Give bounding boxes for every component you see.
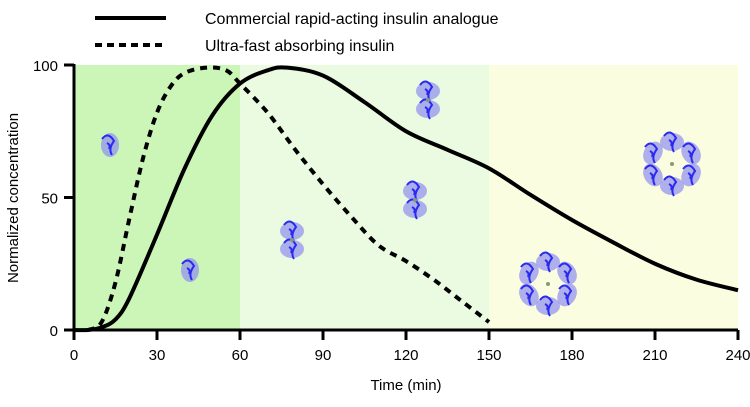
hexamer-icon-chain	[663, 175, 678, 197]
hexamer-icon	[519, 251, 577, 317]
hexamer-icon-zinc-icon	[670, 162, 674, 166]
axes: 0 30 60 90 120 150 180 210 240 0 50 100	[33, 58, 750, 364]
region-1	[240, 65, 489, 330]
dimer-icon	[280, 220, 304, 260]
x-tick-label: 0	[70, 347, 78, 364]
insulin-illustrations	[101, 80, 701, 317]
x-axis-label: Time (min)	[370, 377, 441, 394]
hexamer-icon-zinc-icon	[546, 282, 550, 286]
series-line-0	[73, 65, 739, 333]
dimer-icon	[416, 80, 440, 120]
legend: Commercial rapid-acting insulin analogue…	[95, 11, 499, 55]
x-tick-label: 240	[725, 347, 750, 364]
y-tick-label: 0	[50, 323, 58, 340]
x-tick-label: 30	[149, 347, 166, 364]
monomer-icon	[101, 133, 119, 157]
hexamer-icon-chain	[558, 262, 573, 284]
x-tick-label: 60	[232, 347, 249, 364]
monomer-icon	[181, 258, 199, 282]
hexamer-icon-chain	[558, 284, 573, 306]
x-tick-label: 120	[393, 347, 418, 364]
series-line-1	[86, 65, 491, 332]
hexamer-icon	[643, 131, 701, 197]
hexamer-icon-chain	[663, 131, 678, 153]
hexamer-icon-chain	[539, 251, 554, 273]
y-tick-label: 50	[41, 191, 58, 208]
monomer-icon-chain	[181, 259, 196, 281]
legend-label-0: Commercial rapid-acting insulin analogue	[205, 11, 499, 28]
dimer-icon-zinc-icon	[290, 238, 294, 242]
hexamer-icon-chain	[682, 142, 697, 164]
hexamer-icon-chain	[520, 262, 535, 284]
x-tick-label: 180	[559, 347, 584, 364]
region-0	[74, 65, 240, 330]
x-tick-label: 150	[476, 347, 501, 364]
hexamer-icon-chain	[644, 142, 659, 164]
x-tick-label: 90	[315, 347, 332, 364]
series-lines	[73, 65, 739, 333]
x-tick-label: 210	[642, 347, 667, 364]
hexamer-icon-chain	[644, 164, 659, 186]
hexamer-icon-chain	[520, 284, 535, 306]
dimer-icon-zinc-icon	[426, 98, 430, 102]
hexamer-icon-chain	[682, 164, 697, 186]
dimer-icon-chain	[283, 220, 298, 242]
hexamer-icon-chain	[539, 295, 554, 317]
dimer-icon-chain	[406, 198, 421, 220]
dimer-icon-chain	[419, 98, 434, 120]
y-axis-label: Normalized concentration	[5, 113, 22, 283]
dimer-icon-zinc-icon	[413, 198, 417, 202]
dimer-icon-chain	[283, 238, 298, 260]
dimer-icon-chain	[406, 180, 421, 202]
y-tick-label: 100	[33, 58, 58, 75]
monomer-icon-chain	[101, 134, 116, 156]
dimer-icon-chain	[419, 80, 434, 102]
dimer-icon	[403, 180, 427, 220]
legend-label-1: Ultra-fast absorbing insulin	[205, 38, 394, 55]
